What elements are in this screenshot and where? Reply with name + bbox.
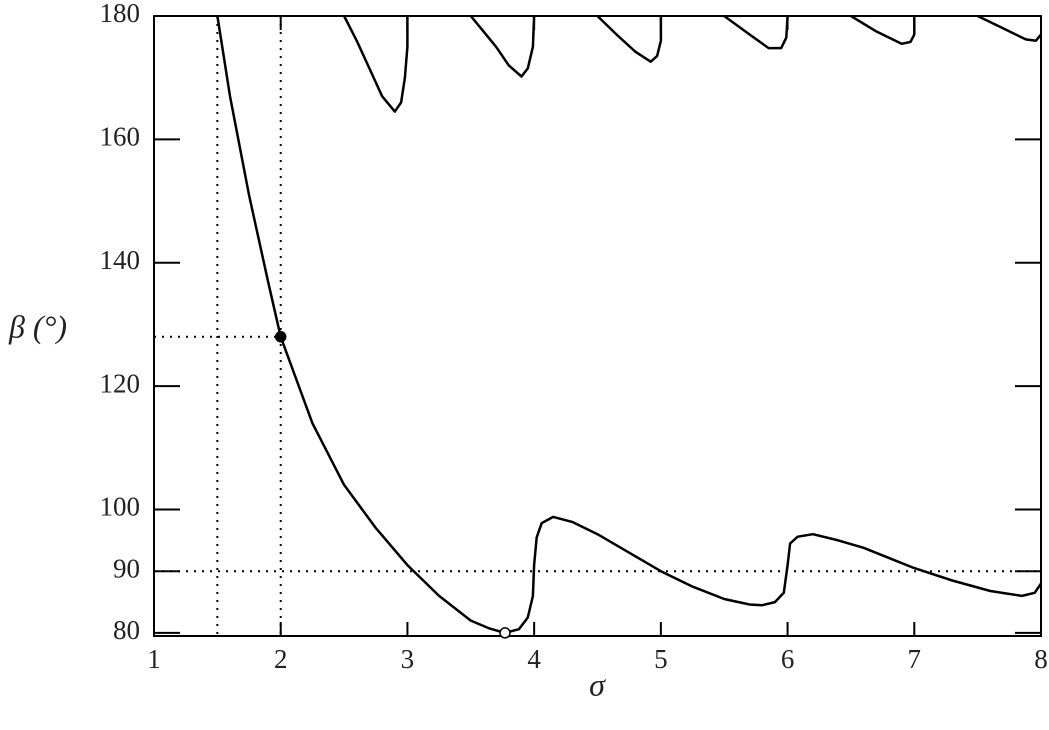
- y-tick-label: 120: [100, 368, 141, 398]
- curve: [469, 15, 536, 78]
- x-tick-label: 3: [401, 644, 415, 674]
- curve: [596, 15, 663, 63]
- x-tick-label: 6: [781, 644, 795, 674]
- curve: [342, 15, 409, 113]
- curve: [216, 15, 1043, 635]
- y-tick-label: 160: [100, 122, 141, 152]
- x-tick-label: 2: [274, 644, 288, 674]
- y-tick-label: 140: [100, 245, 141, 275]
- x-tick-label: 1: [147, 644, 161, 674]
- y-tick-label: 80: [113, 615, 140, 645]
- x-tick-label: 7: [908, 644, 922, 674]
- x-tick-label: 8: [1034, 644, 1048, 674]
- x-axis-label: σ: [589, 666, 606, 702]
- plot-frame: [153, 15, 1042, 637]
- curve: [977, 14, 1042, 42]
- x-tick-label: 4: [527, 644, 541, 674]
- y-tick-label: 90: [113, 553, 140, 583]
- x-tick-label: 5: [654, 644, 668, 674]
- marker: [274, 331, 287, 343]
- y-axis-label: β (°): [8, 308, 67, 344]
- y-tick-label: 180: [100, 0, 141, 28]
- marker: [499, 627, 511, 639]
- y-tick-label: 100: [100, 492, 141, 522]
- curve: [723, 14, 789, 50]
- curve: [850, 14, 916, 46]
